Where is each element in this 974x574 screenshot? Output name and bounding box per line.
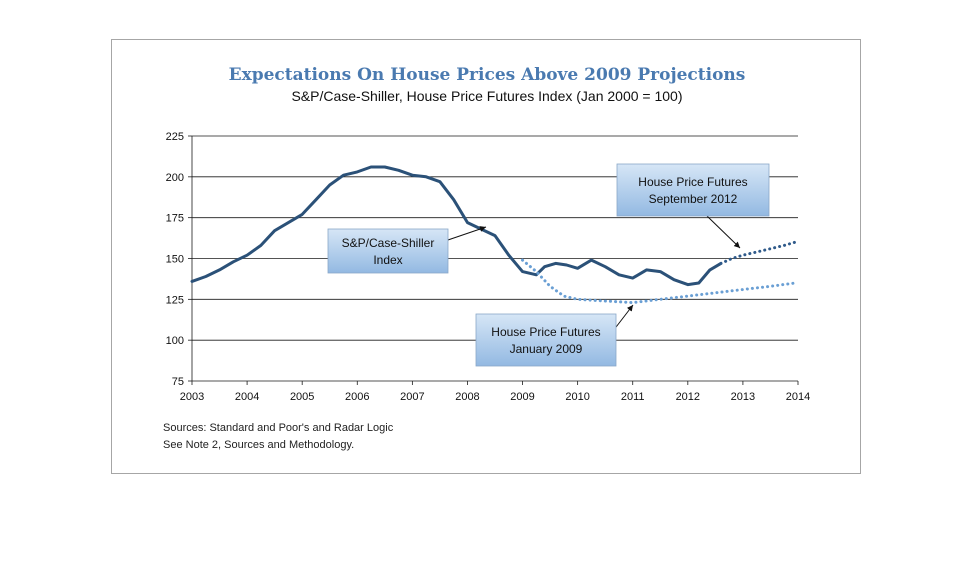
y-tick-label: 75	[172, 376, 184, 388]
series-line-2	[719, 240, 797, 265]
x-tick-label: 2004	[235, 391, 259, 403]
callout-0: S&P/Case-Shiller Index	[327, 226, 487, 274]
y-tick-label: 125	[166, 294, 184, 306]
y-tick-label: 100	[166, 335, 184, 347]
x-tick-label: 2003	[180, 391, 204, 403]
callout-arrow	[706, 215, 741, 249]
callout-label: House Price Futures	[638, 175, 747, 189]
methodology-note: See Note 2, Sources and Methodology.	[163, 439, 355, 451]
callout-2: House Price Futures January 2009	[475, 304, 634, 367]
callout-label: Index	[373, 253, 402, 267]
callout-box	[616, 163, 770, 217]
y-tick-label: 175	[166, 213, 184, 225]
x-tick-label: 2012	[676, 391, 700, 403]
series	[190, 165, 797, 305]
callout-label: S&P/Case-Shiller	[342, 236, 435, 250]
y-tick-label: 225	[166, 131, 184, 143]
x-tick-label: 2009	[510, 391, 534, 403]
series-line-1	[521, 258, 797, 305]
callout-label: House Price Futures	[491, 325, 600, 339]
callout-label: September 2012	[649, 192, 738, 206]
chart-title: Expectations On House Prices Above 2009 …	[228, 65, 746, 85]
x-tick-label: 2008	[455, 391, 479, 403]
callout-label: January 2009	[510, 342, 583, 356]
sources-line: Sources: Standard and Poor's and Radar L…	[163, 422, 394, 434]
callout-box	[475, 313, 617, 367]
chart-subtitle: S&P/Case-Shiller, House Price Futures In…	[291, 88, 683, 104]
axes: 75 100 125 150 175 200 225 2003 2004 2005 2006 2007…	[166, 131, 811, 403]
x-tick-label: 2006	[345, 391, 369, 403]
y-tick-label: 200	[166, 172, 184, 184]
x-tick-label: 2014	[786, 391, 810, 403]
y-tick-label: 150	[166, 254, 184, 266]
x-tick-label: 2010	[565, 391, 589, 403]
callouts: S&P/Case-Shiller Index House Price Futures…	[327, 163, 770, 367]
series-line-0	[190, 165, 723, 287]
callout-arrow	[444, 226, 487, 242]
callout-box	[327, 228, 449, 274]
x-tick-label: 2013	[731, 391, 755, 403]
x-tick-label: 2007	[400, 391, 424, 403]
callout-1: House Price Futures September 2012	[616, 163, 770, 249]
x-tick-label: 2011	[621, 391, 645, 403]
x-tick-label: 2005	[290, 391, 314, 403]
